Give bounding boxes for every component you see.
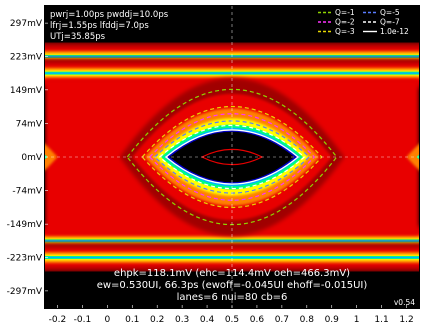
legend-label-5: Q=-3 [335,27,355,36]
x-tick-label-3: 0 [104,315,110,325]
y-tick-label-2: 223mV [10,52,43,62]
chart-legend: Q=-1 Q=-5 Q=-2 Q=-7 Q=-3 1.0e-12 [318,8,409,36]
legend-label-1: Q=-1 [335,8,355,17]
legend-label-4: Q=-7 [380,18,400,27]
y-tick-label-7: -149mV [7,220,43,230]
y-tick-label-3: 149mV [10,86,43,96]
crosshair [45,6,419,308]
x-tick-label-14: 1.1 [374,315,388,325]
x-axis: -0.2 -0.1 0 0.1 0.2 0.3 0.4 0.5 0.6 0.7 0.8 0.9 1 1.1… [49,305,414,325]
legend-label-6: 1.0e-12 [380,27,409,36]
eye-height-annotation: ehpk=118.1mV (ehc=114.4mV oeh=466.3mV) [114,268,350,279]
contour-q1 [126,88,338,226]
y-tick-label-4: 74mV [16,120,43,130]
x-tick-label-12: 0.9 [325,315,340,325]
lanes-annotation: lanes=6 nui=80 cb=6 [177,292,288,303]
rail-band-2-cyan [45,72,419,74]
x-tick-label-1: -0.2 [49,315,67,325]
y-tick-label-5: 0mV [21,153,42,163]
x-tick-label-6: 0.3 [175,315,189,325]
x-tick-label-2: -0.1 [74,315,92,325]
rail-band-1-cyan [45,55,419,58]
jitter-annotation-3: UTj=35.85ps [50,32,106,42]
top-annotations: pwrj=1.00ps pwddj=10.0ps lfrj=1.55ps lfd… [50,10,169,42]
rail-band-3-cyan [45,240,419,242]
jitter-annotation-1: pwrj=1.00ps pwddj=10.0ps [50,10,169,20]
y-tick-label-9: -297mV [7,287,43,297]
x-tick-label-13: 1 [354,315,360,325]
contour-q5 [153,120,311,194]
legend-label-3: Q=-2 [335,18,355,27]
version-label: v0.54 [394,298,415,307]
x-tick-label-15: 1.2 [399,315,413,325]
y-tick-label-8: -223mV [7,254,43,264]
x-tick-label-10: 0.7 [275,315,289,325]
contour-q2 [148,113,316,201]
x-tick-label-7: 0.4 [200,315,215,325]
jitter-annotation-2: lfrj=1.55ps lfddj=7.0ps [50,21,149,31]
x-tick-label-11: 0.8 [300,315,315,325]
x-tick-label-4: 0.1 [125,315,139,325]
y-axis: 297mV 223mV 149mV 74mV 0mV -74mV -149mV -223mV -… [7,19,48,297]
x-tick-label-8: 0.5 [225,315,239,325]
y-tick-label-6: -74mV [12,186,42,196]
eye-width-annotation: ew=0.530UI, 66.3ps (ewoff=-0.045UI ehoff… [97,280,368,291]
rail-band-4-cyan [45,256,419,259]
bottom-annotations: ehpk=118.1mV (ehc=114.4mV oeh=466.3mV) e… [97,268,416,307]
legend-label-2: Q=-5 [380,8,400,17]
x-tick-label-5: 0.2 [150,315,164,325]
y-tick-label-1: 297mV [10,19,43,29]
x-tick-label-9: 0.6 [250,315,265,325]
